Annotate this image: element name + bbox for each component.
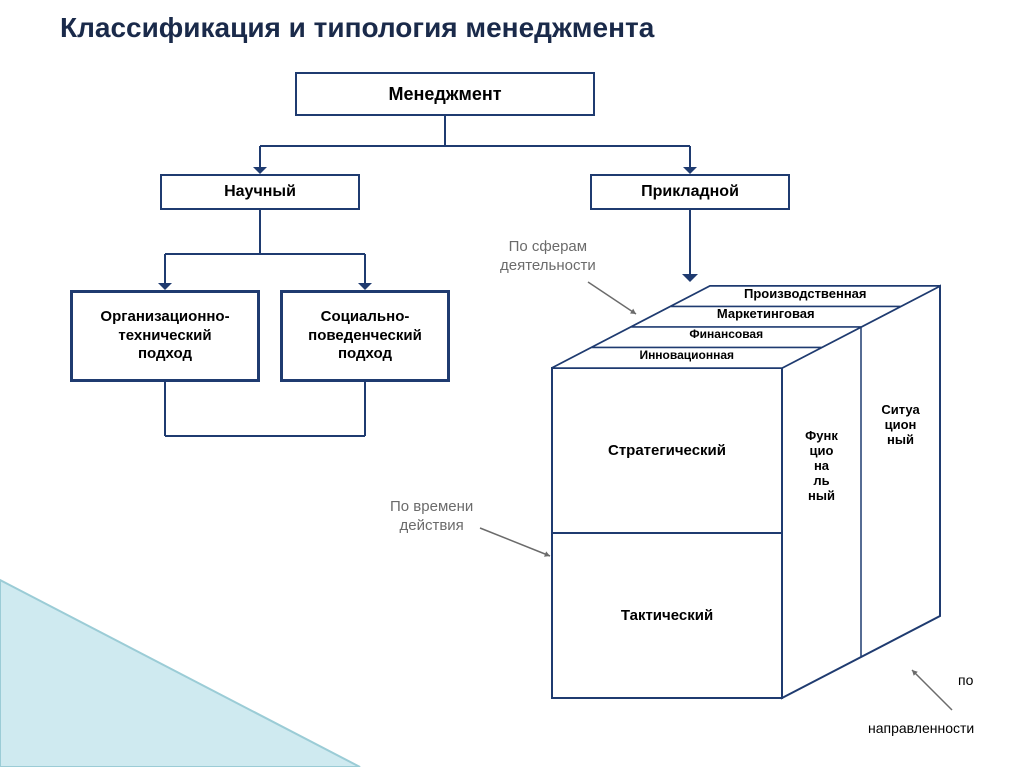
box-leaf2: Социально- поведенческий подход (280, 290, 450, 382)
box-leaf1: Организационно- технический подход (70, 290, 260, 382)
page-title: Классификация и типология менеджмента (60, 12, 654, 44)
box-right: Прикладной (590, 174, 790, 210)
box-root: Менеджмент (295, 72, 595, 116)
cube-text: Тактический (552, 533, 782, 698)
cube-text: Функ цио на ль ный (786, 368, 857, 566)
label-direction_po: по (958, 672, 973, 690)
cube-text: Ситуа цион ный (865, 327, 936, 525)
label-direction: направленности (868, 720, 974, 738)
cube-text: Инновационная (582, 342, 792, 371)
cube-text: Стратегический (552, 368, 782, 533)
label-spheres: По сферам деятельности (500, 238, 596, 276)
box-left: Научный (160, 174, 360, 210)
label-time: По времени действия (390, 498, 473, 536)
